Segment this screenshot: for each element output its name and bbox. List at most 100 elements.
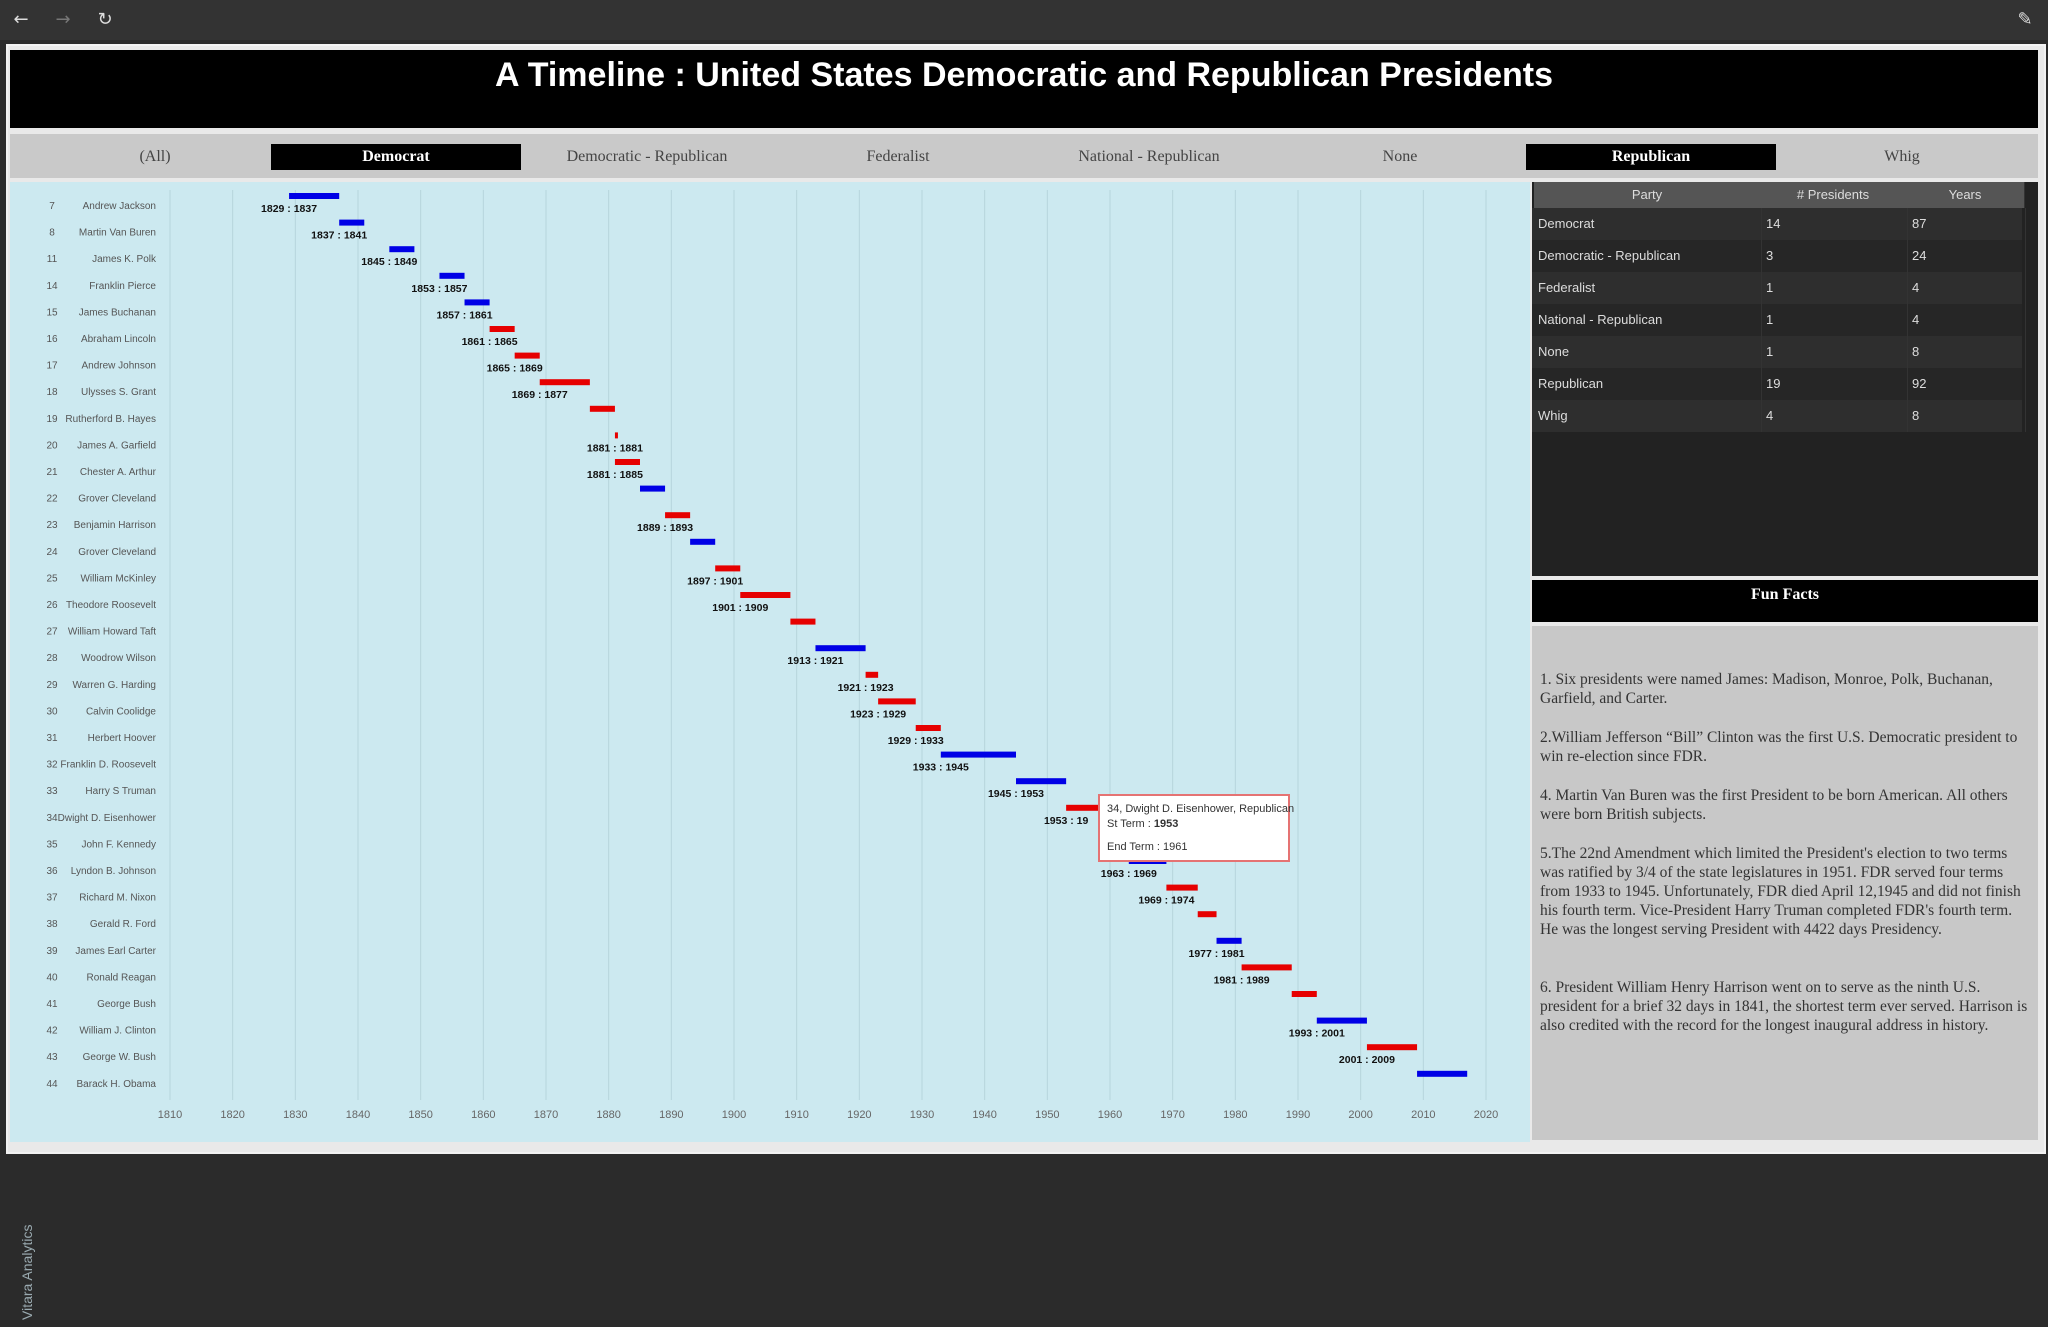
term-label: 1897 : 1901 <box>687 575 743 587</box>
table-cell-presidents: 1 <box>1762 336 1908 368</box>
president-name: William Howard Taft <box>68 627 156 638</box>
forward-arrow-icon[interactable]: → <box>55 9 71 30</box>
table-cell-years: 87 <box>1908 208 2026 240</box>
term-bar[interactable] <box>1016 778 1067 785</box>
x-tick-label: 1930 <box>910 1109 934 1121</box>
table-row[interactable]: Republican 19 92 <box>1532 368 2026 400</box>
table-cell-party: Whig <box>1534 400 1762 432</box>
president-name: Benjamin Harrison <box>74 520 156 531</box>
term-label: 1857 : 1861 <box>437 309 493 321</box>
table-cell-presidents: 4 <box>1762 400 1908 432</box>
term-bar[interactable] <box>464 299 490 306</box>
president-number: 25 <box>46 573 58 584</box>
filter-republican[interactable]: Republican <box>1526 144 1776 170</box>
president-number: 24 <box>46 547 58 558</box>
filter-none[interactable]: None <box>1382 148 1418 165</box>
table-cell-years: 8 <box>1908 400 2026 432</box>
watermark-brand: Vitara Analytics <box>19 1225 35 1320</box>
term-bar[interactable] <box>1166 884 1198 891</box>
term-bar[interactable] <box>940 751 1016 758</box>
president-name: Chester A. Arthur <box>80 467 157 478</box>
term-label: 1977 : 1981 <box>1189 948 1245 960</box>
term-bar[interactable] <box>1197 911 1217 918</box>
term-bar[interactable] <box>665 512 691 519</box>
filter-national-republican[interactable]: National - Republican <box>1078 148 1220 165</box>
president-number: 32 <box>46 760 58 771</box>
x-tick-label: 1830 <box>283 1109 307 1121</box>
x-tick-label: 1940 <box>972 1109 996 1121</box>
term-label: 1861 : 1865 <box>462 336 518 348</box>
president-number: 33 <box>46 786 58 797</box>
president-name: George W. Bush <box>83 1052 156 1063</box>
tooltip-end-label: End Term : <box>1107 841 1164 853</box>
president-number: 16 <box>46 334 58 345</box>
table-row[interactable]: None 1 8 <box>1532 336 2026 368</box>
table-header-presidents[interactable]: # Presidents <box>1760 182 1907 208</box>
term-bar[interactable] <box>339 219 365 226</box>
president-name: James A. Garfield <box>77 440 156 451</box>
term-bar[interactable] <box>1417 1070 1468 1077</box>
term-bar[interactable] <box>439 272 465 279</box>
term-bar[interactable] <box>1066 804 1117 811</box>
term-bar[interactable] <box>614 459 640 465</box>
table-header-party[interactable]: Party <box>1534 182 1761 208</box>
table-cell-presidents: 1 <box>1762 272 1908 304</box>
president-name: Andrew Johnson <box>82 361 157 372</box>
x-tick-label: 1840 <box>346 1109 370 1121</box>
term-bar[interactable] <box>878 698 916 705</box>
president-name: Richard M. Nixon <box>79 893 156 904</box>
x-tick-label: 1990 <box>1286 1109 1310 1121</box>
president-name: Grover Cleveland <box>78 547 156 558</box>
term-bar[interactable] <box>715 565 741 572</box>
filter-all[interactable]: (All) <box>139 148 171 165</box>
president-number: 20 <box>46 440 58 451</box>
refresh-icon[interactable]: ↻ <box>97 9 113 30</box>
president-name: Warren G. Harding <box>72 680 156 691</box>
term-bar[interactable] <box>790 618 816 625</box>
term-bar[interactable] <box>740 592 791 598</box>
term-label: 2001 : 2009 <box>1339 1054 1395 1066</box>
edit-pencil-icon[interactable]: ✎ <box>2017 9 2033 30</box>
president-number: 29 <box>46 680 58 691</box>
party-summary-table: Party # Presidents Years Democrat 14 87 Dem… <box>1532 182 2038 576</box>
term-label: 1881 : 1885 <box>587 469 643 481</box>
term-bar[interactable] <box>1291 991 1317 997</box>
table-row[interactable]: Federalist 1 4 <box>1532 272 2026 304</box>
president-number: 22 <box>46 494 58 505</box>
filter-democrat[interactable]: Democrat <box>271 144 521 170</box>
table-row[interactable]: Whig 4 8 <box>1532 400 2026 432</box>
x-tick-label: 1880 <box>596 1109 620 1121</box>
table-row[interactable]: Democratic - Republican 3 24 <box>1532 240 2026 272</box>
filter-democratic-republican[interactable]: Democratic - Republican <box>566 148 728 165</box>
term-bar[interactable] <box>389 246 415 253</box>
term-bar[interactable] <box>514 352 540 359</box>
table-row[interactable]: Democrat 14 87 <box>1532 208 2026 240</box>
term-bar[interactable] <box>640 485 666 492</box>
table-row[interactable]: National - Republican 1 4 <box>1532 304 2026 336</box>
term-bar[interactable] <box>915 725 941 731</box>
filter-whig[interactable]: Whig <box>1884 148 1920 165</box>
term-label: 1829 : 1837 <box>261 203 317 215</box>
term-bar[interactable] <box>1241 964 1292 971</box>
filter-federalist[interactable]: Federalist <box>866 148 930 165</box>
term-bar[interactable] <box>489 326 515 332</box>
term-bar[interactable] <box>589 405 615 412</box>
x-tick-label: 1870 <box>534 1109 558 1121</box>
president-name: Calvin Coolidge <box>86 706 156 717</box>
term-bar[interactable] <box>865 671 879 678</box>
back-arrow-icon[interactable]: ← <box>13 9 29 30</box>
term-label: 1845 : 1849 <box>361 256 417 268</box>
browser-toolbar: ← → ↻ ✎ <box>0 0 2048 40</box>
table-cell-presidents: 1 <box>1762 304 1908 336</box>
term-bar[interactable] <box>1316 1017 1367 1024</box>
term-bar[interactable] <box>614 432 618 439</box>
term-bar[interactable] <box>1366 1044 1418 1051</box>
term-bar[interactable] <box>690 538 716 545</box>
term-bar[interactable] <box>289 193 340 199</box>
term-bar[interactable] <box>1216 937 1242 944</box>
table-header-years[interactable]: Years <box>1906 182 2025 208</box>
term-bar[interactable] <box>815 645 866 652</box>
president-name: Franklin D. Roosevelt <box>60 760 156 771</box>
term-bar[interactable] <box>539 379 590 386</box>
president-name: Martin Van Buren <box>79 228 156 239</box>
